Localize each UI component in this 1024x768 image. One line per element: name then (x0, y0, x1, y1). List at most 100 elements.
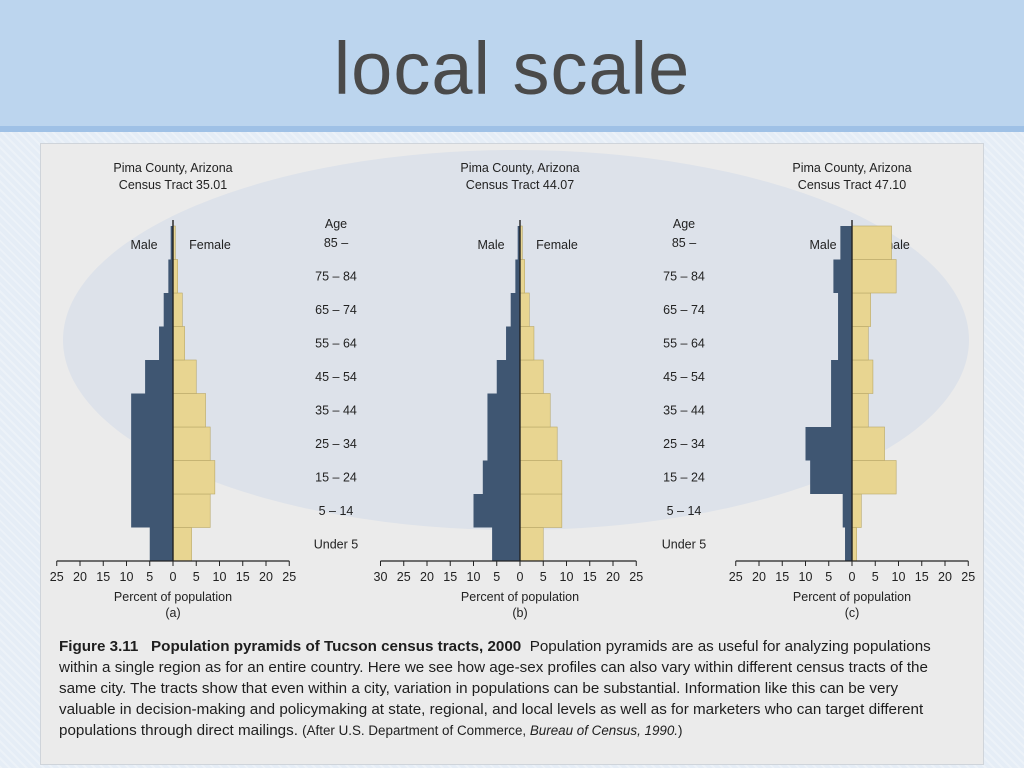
panel-2-tick-label-right-1: 10 (560, 570, 574, 584)
panel-3-male-bar-1 (842, 494, 852, 528)
panel-1-age-label-2: 15 – 24 (315, 470, 357, 484)
panel-1-tick-label-right-2: 15 (236, 570, 250, 584)
panel-3-female-bar-8 (851, 259, 897, 294)
panel-2-female-bar-0 (519, 527, 544, 562)
panel-2-tick-label-left-5: 5 (493, 570, 500, 584)
caption-line-5: populations through direct mailings. (Af… (59, 720, 979, 741)
panel-2-title-line-1: Pima County, Arizona (460, 161, 579, 175)
panel-1-male-label: Male (130, 238, 157, 252)
panel-1-tick-label-left-0: 25 (50, 570, 64, 584)
caption-text-3: same city. The tracts show that even wit… (59, 680, 899, 697)
panel-2-male-bar-2 (482, 460, 520, 494)
panel-3-male-bar-0 (845, 527, 852, 561)
panel-1-female-label: Female (189, 238, 231, 252)
panel-3-tick-label-right-0: 5 (872, 570, 879, 584)
panel-2-age-label-7: 65 – 74 (663, 303, 705, 317)
panel-2-male-bar-8 (515, 259, 520, 293)
panel-2-tick-label-left-4: 10 (467, 570, 481, 584)
caption-text-2: within a single region as for an entire … (59, 659, 928, 676)
caption-figure-title: Population pyramids of Tucson census tra… (151, 638, 522, 655)
panel-1-male-bar-4 (131, 393, 173, 427)
panel-2-title-line-2: Census Tract 44.07 (466, 178, 574, 192)
panel-3-male-bar-8 (833, 259, 852, 293)
panel-3-female-bar-3 (851, 426, 885, 461)
panel-2-age-label-9: 85 – (672, 236, 696, 250)
panel-2-age-label-0: Under 5 (662, 537, 707, 551)
caption-line-1: Figure 3.11 Population pyramids of Tucso… (59, 636, 979, 657)
panel-1-age-label-9: 85 – (324, 236, 348, 250)
panel-1-male-bar-1 (131, 494, 173, 528)
caption-text-4: valuable in decision-making and policyma… (59, 701, 924, 718)
panel-1-female-bar-4 (172, 393, 206, 428)
panel-2-age-label-6: 55 – 64 (663, 336, 705, 350)
panel-2-male-bar-3 (487, 427, 520, 461)
panel-1-female-bar-2 (172, 460, 216, 495)
panel-2-female-bar-2 (519, 460, 563, 495)
panel-2-age-header: Age (673, 217, 695, 231)
figure-image: Pima County, Arizona Census Tract 35.01 Ma… (41, 144, 983, 764)
panel-1-tick-label-left-2: 15 (96, 570, 110, 584)
panel-2-tick-label-left-0: 30 (374, 570, 388, 584)
panel-3-panel-label: (c) (845, 606, 860, 620)
panel-2-tick-label-right-2: 15 (583, 570, 597, 584)
panel-1-tick-label-right-0: 5 (193, 570, 200, 584)
panel-3-x-axis-title: Percent of population (793, 590, 911, 604)
panel-2-tick-label-right-0: 5 (540, 570, 547, 584)
panel-3-male-bar-7 (838, 293, 852, 327)
panel-2-female-bar-5 (519, 359, 544, 394)
panel-3-tick-label-left-3: 10 (799, 570, 813, 584)
panel-2-male-bar-9 (517, 226, 520, 260)
title-band (0, 0, 1024, 132)
panel-3-title-line-2: Census Tract 47.10 (798, 178, 906, 192)
panel-1-male-bar-0 (149, 527, 173, 561)
panel-1-age-label-0: Under 5 (314, 537, 359, 551)
panel-1-age-label-3: 25 – 34 (315, 437, 357, 451)
panel-1-age-label-4: 35 – 44 (315, 403, 357, 417)
panel-2-age-label-8: 75 – 84 (663, 269, 705, 283)
panel-3-tick-label-left-2: 15 (775, 570, 789, 584)
panel-1-female-bar-3 (172, 426, 211, 461)
panel-1-age-label-5: 45 – 54 (315, 370, 357, 384)
panel-1-age-label-8: 75 – 84 (315, 269, 357, 283)
panel-1-tick-label-left-3: 10 (120, 570, 134, 584)
panel-3-tick-label-right-3: 20 (938, 570, 952, 584)
panel-3-female-bar-9 (851, 225, 892, 260)
panel-1-age-label-6: 55 – 64 (315, 336, 357, 350)
panel-2-x-axis-title: Percent of population (461, 590, 579, 604)
panel-1-male-bar-2 (131, 460, 173, 494)
panel-2-tick-label-left-6: 0 (517, 570, 524, 584)
panel-1-tick-label-right-4: 25 (282, 570, 296, 584)
panel-1-age-header: Age (325, 217, 347, 231)
panel-2-male-bar-1 (473, 494, 520, 528)
panel-1-tick-label-left-4: 5 (146, 570, 153, 584)
panel-1-male-bar-7 (163, 293, 173, 327)
source-italic: Bureau of Census, 1990. (529, 723, 679, 738)
panel-1-tick-label-right-3: 20 (259, 570, 273, 584)
panel-3-tick-label-left-4: 5 (825, 570, 832, 584)
panel-2-male-bar-5 (496, 360, 520, 394)
panel-2-male-label: Male (477, 238, 504, 252)
panel-2-age-label-3: 25 – 34 (663, 437, 705, 451)
panel-2-tick-label-right-4: 25 (629, 570, 643, 584)
panel-2-male-bar-0 (492, 527, 520, 561)
panel-2-male-bar-4 (487, 393, 520, 427)
panel-3-tick-label-right-4: 25 (961, 570, 975, 584)
panel-3-tick-label-right-2: 15 (915, 570, 929, 584)
panel-1-age-label-1: 5 – 14 (319, 504, 354, 518)
panel-2-female-bar-6 (519, 326, 535, 361)
panel-1-age-label-7: 65 – 74 (315, 303, 357, 317)
panel-3-male-bar-5 (831, 360, 852, 394)
panel-3-male-bar-3 (805, 427, 852, 461)
panel-1-female-bar-0 (172, 527, 192, 562)
panel-2-panel-label: (b) (512, 606, 527, 620)
panel-3-male-bar-2 (810, 460, 852, 494)
panel-2-female-label: Female (536, 238, 578, 252)
panel-1-female-bar-6 (172, 326, 185, 361)
panel-1-title-line-2: Census Tract 35.01 (119, 178, 227, 192)
panel-2-female-bar-3 (519, 426, 558, 461)
panel-3-tick-label-left-0: 25 (729, 570, 743, 584)
panel-1-male-bar-8 (168, 259, 173, 293)
panel-2-tick-label-left-2: 20 (420, 570, 434, 584)
population-pyramids-chart: Pima County, Arizona Census Tract 35.01 Ma… (50, 161, 975, 620)
panel-1-male-bar-5 (145, 360, 173, 394)
